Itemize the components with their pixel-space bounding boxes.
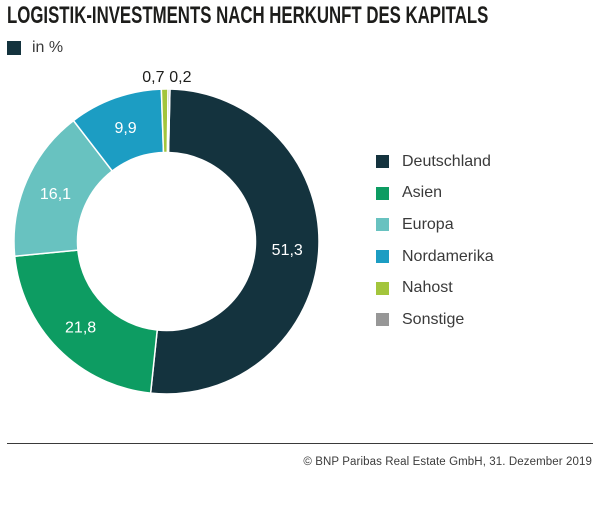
legend-label: Deutschland: [402, 152, 491, 170]
legend-item-deutschland: Deutschland: [376, 146, 494, 178]
legend-item-sonstige: Sonstige: [376, 304, 494, 336]
legend-swatch-icon: [376, 155, 389, 169]
legend-label: Nordamerika: [402, 247, 494, 265]
legend-item-nahost: Nahost: [376, 272, 494, 304]
unit-legend: in %: [7, 39, 63, 57]
footer-divider: [7, 443, 593, 444]
page-title: LOGISTIK-INVESTMENTS NACH HERKUNFT DES K…: [7, 2, 489, 29]
slice-value-nahost: 0,7: [142, 69, 164, 86]
slice-value-sonstige: 0,2: [169, 69, 191, 86]
slice-value-nordamerika: 9,9: [114, 120, 136, 137]
slice-value-deutschland: 51,3: [272, 242, 303, 259]
legend-swatch-icon: [376, 218, 389, 232]
donut-slice-sonstige: [166, 88, 171, 154]
legend-item-nordamerika: Nordamerika: [376, 241, 494, 273]
legend-swatch-icon: [376, 313, 389, 327]
legend-label: Asien: [402, 184, 443, 202]
slice-value-europa: 16,1: [40, 186, 71, 203]
legend-item-asien: Asien: [376, 178, 494, 210]
slice-value-asien: 21,8: [65, 319, 96, 336]
legend-label: Nahost: [402, 279, 453, 297]
legend-swatch-icon: [376, 186, 389, 200]
legend-label: Europa: [402, 215, 454, 233]
copyright-text: © BNP Paribas Real Estate GmbH, 31. Deze…: [303, 456, 592, 468]
legend-swatch-icon: [376, 250, 389, 264]
chart-legend: Deutschland Asien Europa Nordamerika Nahost S…: [376, 146, 494, 336]
donut-slice-asien: [13, 249, 159, 394]
donut-slice-deutschland: [149, 88, 320, 395]
legend-item-europa: Europa: [376, 209, 494, 241]
unit-label: in %: [32, 39, 64, 56]
unit-swatch-icon: [7, 41, 21, 55]
legend-label: Sonstige: [402, 310, 465, 328]
legend-swatch-icon: [376, 281, 389, 295]
